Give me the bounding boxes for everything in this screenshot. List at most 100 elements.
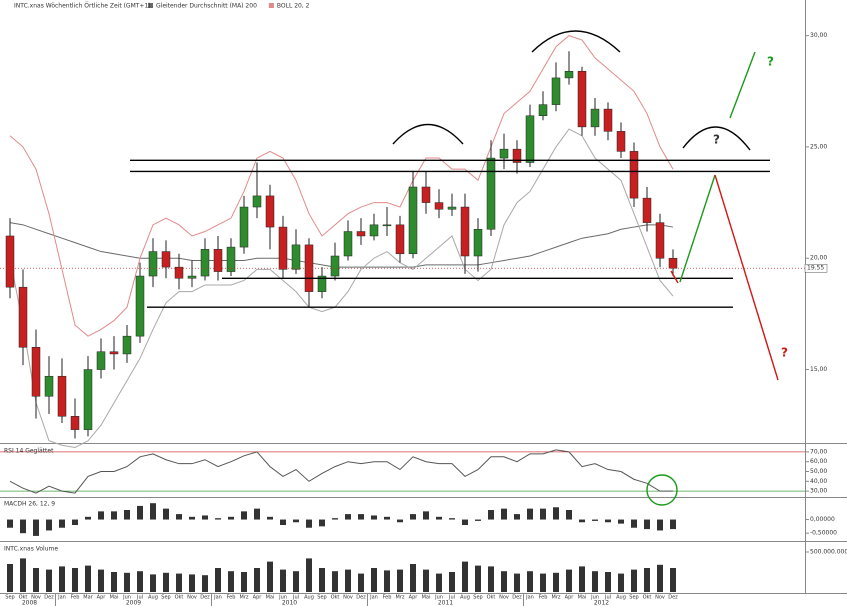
x-tick-label: Dez <box>512 595 522 601</box>
overlay-line <box>9 128 674 448</box>
x-tick-label: Nov <box>655 595 665 601</box>
bar <box>176 514 182 520</box>
candle-body <box>135 275 145 337</box>
bar <box>306 519 312 528</box>
bar <box>46 569 52 592</box>
x-tick-label: Apr <box>565 595 575 601</box>
highlight-circle <box>646 474 678 506</box>
bar <box>449 518 455 520</box>
bar <box>553 507 559 520</box>
panel-title: INTC.xnas Volume <box>4 546 58 553</box>
bar <box>566 569 572 592</box>
candle-body <box>317 275 327 292</box>
drawings <box>392 30 779 506</box>
x-tick-label: Aug <box>616 595 626 601</box>
candle-body <box>603 108 613 132</box>
y-tick-label: 50,00 <box>810 468 827 475</box>
x-tick-label: Sep <box>473 595 482 601</box>
bar <box>358 514 364 520</box>
bar <box>332 518 338 520</box>
indicator-line <box>9 449 673 494</box>
x-tick-label: Jun <box>590 595 599 601</box>
x-tick-label: Sep <box>5 595 14 601</box>
bar <box>618 519 624 524</box>
bar <box>150 574 156 592</box>
candle-body <box>265 195 275 228</box>
bar <box>631 569 637 592</box>
bar <box>228 516 234 520</box>
year-label: 2012 <box>594 600 609 606</box>
x-tick-label: Feb <box>71 595 80 601</box>
year-label: 2008 <box>22 600 37 606</box>
candle-body <box>31 347 41 397</box>
marks: 15,00 20,00 25,00 30,00 70,00 60,00 50,00 40,00… <box>0 3 847 606</box>
x-tick-label: Jul <box>136 595 143 601</box>
bar <box>475 519 481 521</box>
annotation: ? <box>781 346 788 360</box>
bar <box>553 572 559 592</box>
x-tick-label: Mrz <box>552 595 561 601</box>
bar <box>20 558 26 592</box>
arc <box>682 126 751 151</box>
y-tick-label: 40,00 <box>810 478 827 485</box>
bar <box>514 573 520 592</box>
trend-line <box>679 174 716 283</box>
bar <box>423 569 429 592</box>
candle-body <box>434 202 444 210</box>
last-value-box <box>804 263 828 273</box>
bar <box>358 573 364 592</box>
candle-body <box>512 148 522 163</box>
x-tick-label: Jul <box>448 595 455 601</box>
bar <box>267 561 273 592</box>
y-tick-label: 500.000.000 <box>810 549 847 556</box>
candle-body <box>109 351 119 355</box>
candle-body <box>577 70 587 128</box>
candle-body <box>486 157 496 230</box>
x-tick-label: Nov <box>31 595 41 601</box>
candle-body <box>200 249 210 277</box>
bar <box>306 558 312 592</box>
bar <box>254 508 260 520</box>
y-tick-label: 0,00000 <box>810 516 835 523</box>
bar <box>384 516 390 520</box>
bar <box>137 505 143 520</box>
y-tick-label: 30,00 <box>810 488 827 495</box>
bar <box>527 571 533 592</box>
bar <box>566 510 572 520</box>
x-tick-label: Feb <box>227 595 236 601</box>
candle-body <box>343 231 353 257</box>
x-tick-label: Sep <box>629 595 638 601</box>
candle-body <box>382 224 392 227</box>
x-tick-label: Jun <box>278 595 287 601</box>
bar <box>657 564 663 592</box>
candle-body <box>239 206 249 248</box>
y-tick-label: -0,50000 <box>810 530 837 537</box>
bar <box>319 568 325 592</box>
y-tick-label: 20,00 <box>810 255 827 262</box>
x-tick-label: Mrz <box>240 595 249 601</box>
x-tick-label: Mar <box>83 595 93 601</box>
legend-swatch <box>268 3 274 8</box>
x-tick-label: Mai <box>110 595 119 601</box>
bar <box>501 571 507 592</box>
bar <box>59 566 65 592</box>
bar <box>33 519 39 536</box>
bar <box>579 519 585 523</box>
bar <box>488 510 494 520</box>
candle-body <box>161 251 171 268</box>
bar <box>72 568 78 592</box>
candle-body <box>642 197 652 223</box>
chart-title: INTC.xnas Wöchentlich Örtliche Zeit (GMT… <box>14 3 151 10</box>
bar <box>527 508 533 520</box>
x-tick-label: Sep <box>317 595 326 601</box>
x-tick-label: Okt <box>175 595 184 601</box>
candle-body <box>226 246 236 272</box>
bar <box>189 574 195 592</box>
bar <box>436 516 442 520</box>
x-tick-label: Mrz <box>396 595 405 601</box>
bar <box>163 572 169 592</box>
annotation: ? <box>767 55 774 69</box>
bar <box>436 573 442 592</box>
bar <box>163 508 169 520</box>
